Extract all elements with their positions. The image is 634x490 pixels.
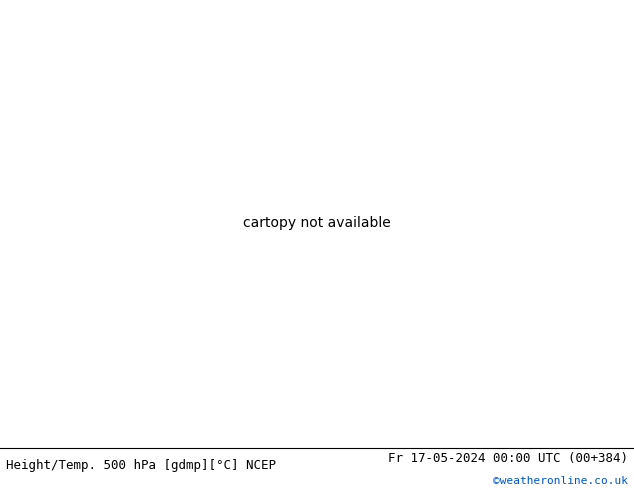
Text: ©weatheronline.co.uk: ©weatheronline.co.uk [493, 476, 628, 486]
Text: Fr 17-05-2024 00:00 UTC (00+384): Fr 17-05-2024 00:00 UTC (00+384) [387, 452, 628, 465]
Text: cartopy not available: cartopy not available [243, 216, 391, 230]
Text: Height/Temp. 500 hPa [gdmp][°C] NCEP: Height/Temp. 500 hPa [gdmp][°C] NCEP [6, 459, 276, 472]
